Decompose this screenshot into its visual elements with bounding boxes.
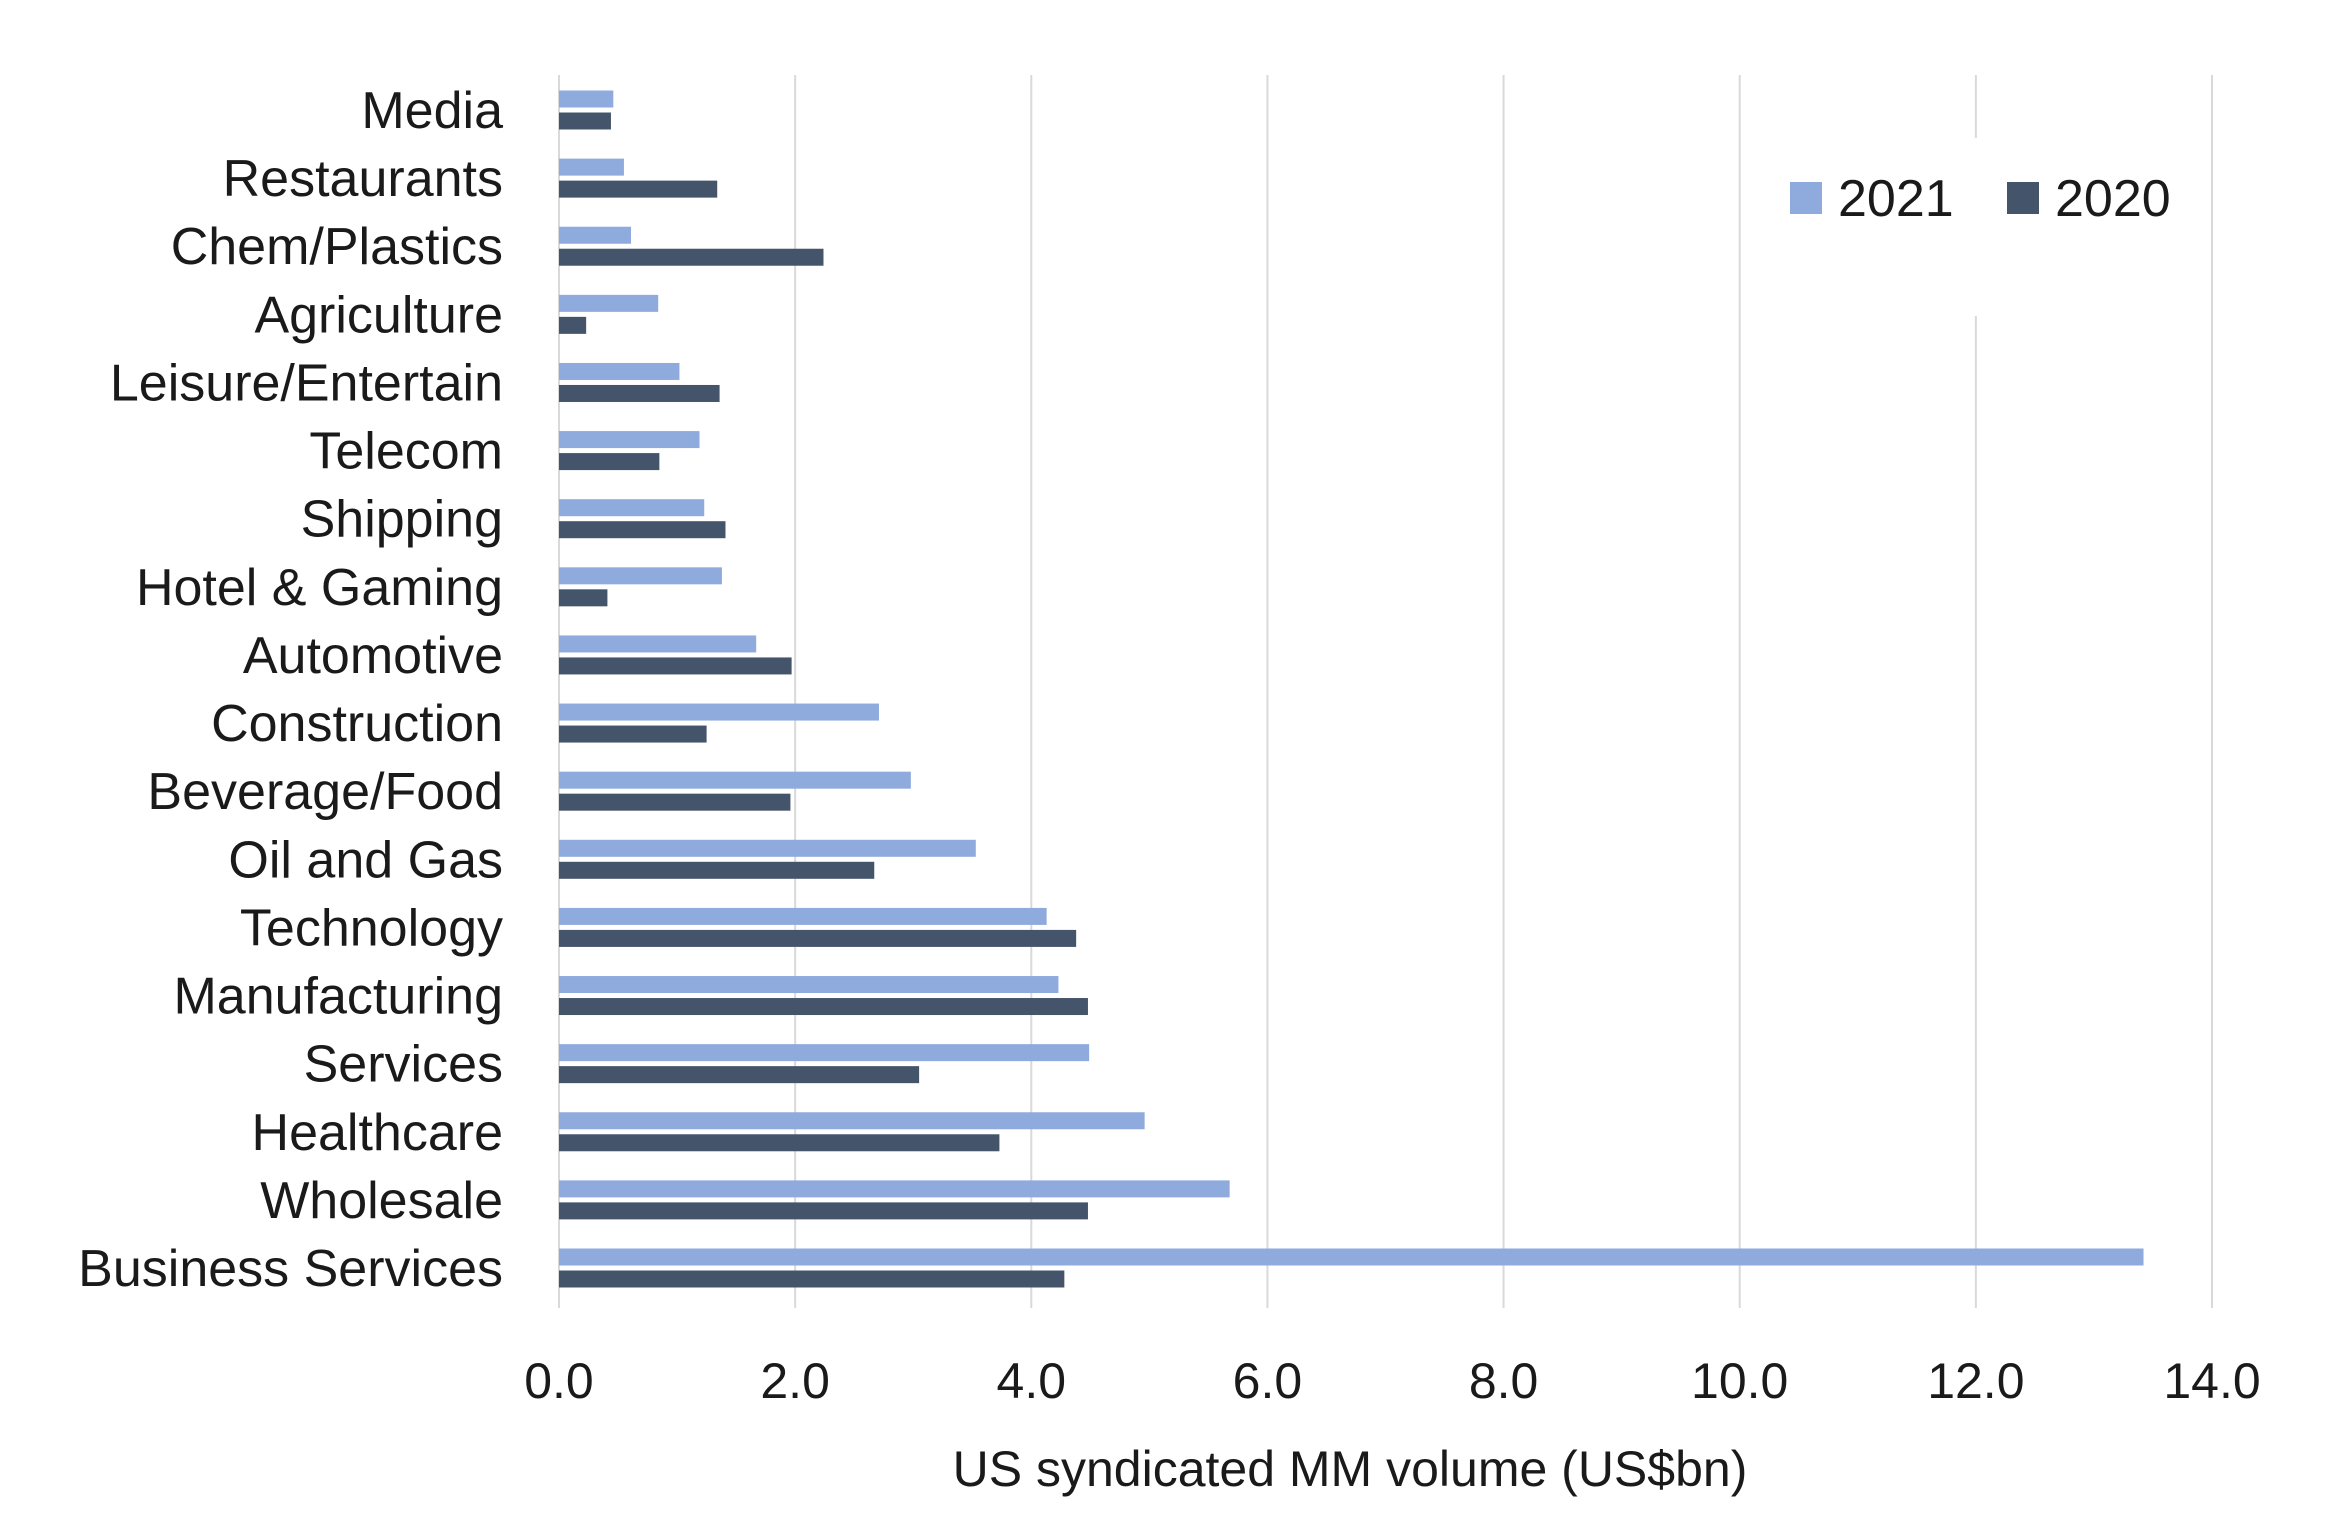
bar-2020	[559, 316, 587, 334]
bar-2020	[559, 180, 718, 198]
category-label: Construction	[211, 695, 503, 753]
category-label: Automotive	[243, 627, 503, 685]
bar-2020	[559, 725, 707, 743]
category-label: Technology	[240, 899, 503, 957]
bar-2020	[559, 1134, 1000, 1152]
category-label: Wholesale	[260, 1172, 503, 1230]
category-labels: Media Restaurants Chem/Plastics Agriculture…	[78, 82, 503, 1298]
bars	[559, 90, 2144, 1288]
category-label: Agriculture	[254, 286, 503, 344]
legend-label: 2021	[1838, 170, 1954, 228]
bar-2020	[559, 929, 1077, 947]
bar-2021	[559, 90, 614, 108]
x-tick-label: 0.0	[524, 1353, 594, 1409]
category-label: Telecom	[309, 423, 503, 481]
x-tick-label: 8.0	[1469, 1353, 1539, 1409]
bar-2020	[559, 1202, 1088, 1220]
bar-2021	[559, 362, 680, 380]
bar-2021	[559, 703, 879, 721]
bar-2020	[559, 589, 608, 607]
bar-2021	[559, 1180, 1230, 1198]
x-tick-label: 4.0	[997, 1353, 1067, 1409]
x-tick-label: 2.0	[760, 1353, 830, 1409]
gridlines	[558, 75, 2213, 1308]
bar-2020	[559, 1066, 920, 1084]
category-label: Hotel & Gaming	[136, 559, 503, 617]
category-label: Manufacturing	[173, 968, 503, 1026]
bar-2020	[559, 1270, 1065, 1288]
bar-2021	[559, 158, 624, 176]
bar-2020	[559, 112, 611, 130]
bar-2021	[559, 839, 976, 857]
category-label: Services	[304, 1036, 503, 1094]
bar-2021	[559, 976, 1059, 994]
bar-2020	[559, 521, 726, 539]
bar-2020	[559, 453, 660, 471]
bar-2021	[559, 1112, 1145, 1130]
x-tick-label: 10.0	[1691, 1353, 1788, 1409]
legend-label: 2020	[2055, 170, 2171, 228]
category-label: Chem/Plastics	[171, 218, 503, 276]
bar-2021	[559, 1044, 1090, 1062]
x-tick-label: 6.0	[1233, 1353, 1303, 1409]
bar-2021	[559, 567, 722, 585]
category-label: Oil and Gas	[228, 831, 503, 889]
bar-2021	[559, 1248, 2144, 1266]
category-label: Shipping	[301, 491, 503, 549]
category-label: Media	[361, 82, 503, 140]
bar-2021	[559, 635, 757, 653]
bar-2020	[559, 248, 824, 266]
legend: 2021 2020	[1790, 170, 2171, 228]
bar-2021	[559, 431, 700, 449]
bar-2021	[559, 294, 659, 312]
bar-2020	[559, 657, 792, 675]
x-axis-title: US syndicated MM volume (US$bn)	[953, 1441, 1748, 1497]
category-label: Leisure/Entertain	[110, 354, 503, 412]
legend-swatch	[2007, 182, 2039, 214]
category-label: Business Services	[78, 1240, 503, 1298]
bar-2021	[559, 499, 705, 517]
bar-2021	[559, 226, 632, 244]
bar-2021	[559, 771, 911, 789]
x-tick-labels: 0.0 2.0 4.0 6.0 8.0 10.0 12.0 14.0	[524, 1353, 2260, 1409]
bar-2021	[559, 907, 1047, 925]
category-label: Restaurants	[223, 150, 503, 208]
legend-background	[1760, 138, 2200, 316]
category-label: Beverage/Food	[147, 763, 503, 821]
bar-2020	[559, 861, 875, 879]
bar-2020	[559, 793, 791, 811]
bar-2020	[559, 998, 1088, 1016]
x-tick-label: 12.0	[1927, 1353, 2024, 1409]
legend-swatch	[1790, 182, 1822, 214]
x-tick-label: 14.0	[2163, 1353, 2260, 1409]
category-label: Healthcare	[252, 1104, 503, 1162]
bar-2020	[559, 384, 720, 402]
